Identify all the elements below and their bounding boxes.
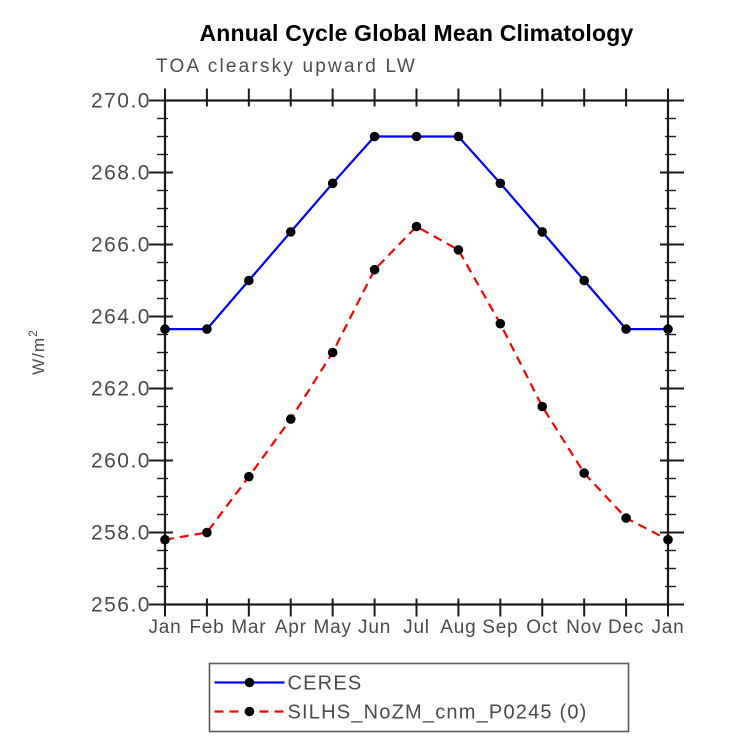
data-point-marker [621,324,631,334]
legend-label: SILHS_NoZM_cnm_P0245 (0) [288,702,588,724]
x-tick-label: Aug [440,617,476,638]
data-point-marker [663,324,673,334]
y-tick-label: 266.0 [91,234,151,257]
x-tick-label: Nov [566,617,602,638]
y-tick-label: 260.0 [91,450,151,473]
data-point-marker [579,468,589,478]
data-point-marker [160,324,170,334]
data-point-marker [369,264,380,275]
x-tick-label: Dec [608,617,644,638]
y-axis-label: W/m2 [26,329,48,375]
data-point-marker [537,227,548,237]
y-tick-label: 270.0 [91,90,151,113]
data-point-marker [663,534,673,545]
plot-frame [163,99,670,606]
data-point-marker [244,471,254,482]
series-line-silhs-nozm-cnm-p0245-0- [164,225,669,541]
x-tick-label: Mar [231,617,266,638]
data-point-marker [411,131,422,142]
data-point-marker [160,534,170,545]
legend-label: CERES [288,673,363,695]
x-tick-label: Sep [482,617,518,638]
x-tick-label: Feb [189,617,224,638]
data-point-marker [202,527,212,538]
data-point-marker [285,414,296,424]
data-point-marker [244,275,254,286]
x-tick-label: Jul [403,617,430,638]
data-point-marker [285,227,296,237]
x-tick-label: Oct [526,617,558,638]
data-point-marker [202,324,212,334]
chart-title: Annual Cycle Global Mean Climatology [199,20,634,46]
data-point-marker [411,221,422,232]
x-tick-label: May [314,617,352,638]
legend-box [208,662,630,733]
data-point-marker [453,245,464,255]
data-point-marker [621,513,631,523]
legend-marker [244,706,255,717]
data-point-marker [327,347,338,358]
x-tick-label: Jan [148,617,181,638]
data-point-marker [495,318,506,329]
x-tick-label: Jun [358,617,391,638]
data-point-marker [495,178,506,189]
data-point-marker [327,178,338,189]
y-tick-label: 268.0 [91,162,151,185]
y-tick-label: 256.0 [91,594,151,617]
y-tick-label: 264.0 [91,306,151,329]
legend-marker [244,677,255,688]
data-point-marker [579,275,589,286]
chart-subtitle: TOA clearsky upward LW [156,56,417,77]
y-tick-label: 258.0 [91,522,151,545]
series-line-ceres [165,135,668,331]
x-tick-label: Jan [651,617,684,638]
x-tick-label: Apr [275,617,307,638]
data-point-marker [537,401,548,412]
data-point-marker [369,131,380,142]
y-tick-label: 262.0 [91,378,151,401]
data-point-marker [453,131,464,142]
